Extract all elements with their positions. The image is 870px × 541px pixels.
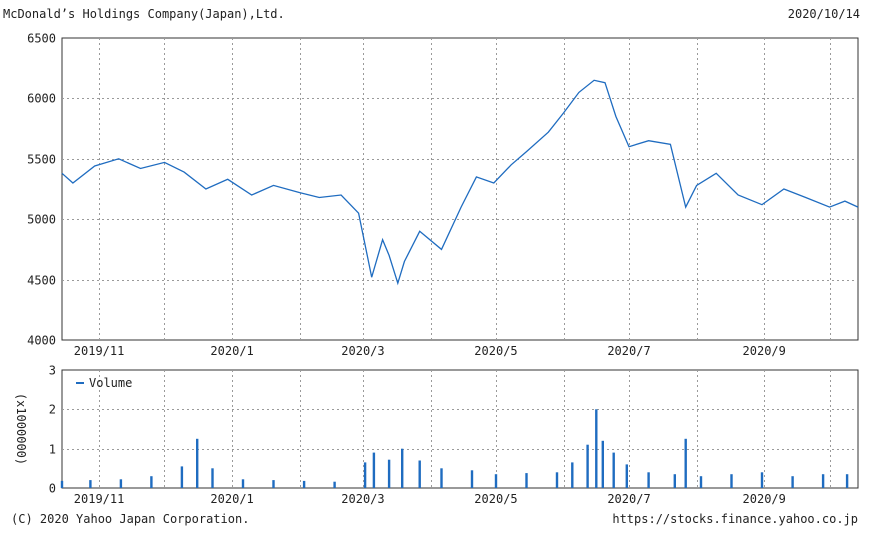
price-xtick-label: 2020/7: [607, 344, 650, 358]
volume-ytick-label: 1: [49, 443, 56, 457]
legend-label: Volume: [89, 376, 132, 390]
volume-bar: [595, 409, 598, 488]
volume-bar: [730, 474, 733, 488]
volume-bar: [401, 448, 404, 488]
price-line: [61, 79, 859, 286]
volume-bar: [418, 460, 421, 488]
volume-bar: [586, 444, 589, 488]
source-link[interactable]: https://stocks.finance.yahoo.co.jp: [612, 512, 858, 526]
volume-xtick-label: 2020/3: [341, 492, 384, 506]
volume-bar: [525, 473, 528, 488]
volume-bar: [180, 466, 184, 488]
volume-bar: [612, 452, 615, 488]
price-xtick-label: 2020/3: [341, 344, 384, 358]
volume-bar: [302, 480, 306, 488]
company-title: McDonald’s Holdings Company(Japan),Ltd.: [3, 7, 285, 21]
volume-bar: [571, 462, 574, 488]
volume-bar: [625, 464, 628, 488]
price-ytick-label: 5000: [27, 213, 56, 227]
price-ytick-label: 6000: [27, 92, 56, 106]
price-frame: [61, 37, 859, 341]
volume-ytick-label: 2: [49, 403, 56, 417]
volume-bar: [60, 480, 64, 488]
volume-bar: [363, 462, 367, 488]
volume-xtick-label: 2020/5: [474, 492, 517, 506]
volume-bar: [791, 476, 794, 488]
volume-bar: [684, 438, 687, 488]
volume-bar: [760, 472, 764, 488]
volume-xtick-label: 2020/9: [743, 492, 786, 506]
volume-frame: [61, 369, 859, 489]
volume-bar: [89, 480, 92, 488]
volume-bar: [333, 481, 336, 488]
price-xtick-label: 2020/5: [474, 344, 517, 358]
volume-xtick-label: 2019/11: [74, 492, 125, 506]
volume-bar: [494, 474, 498, 488]
volume-xtick-label: 2020/1: [210, 492, 253, 506]
volume-ylabel: (x1000000): [14, 393, 28, 465]
volume-panel: 0 1 2 3 2019/11 2020/1 2020/3 2020/5 2020/7 2020/…: [14, 364, 859, 506]
price-ytick-label: 4500: [27, 274, 56, 288]
volume-ytick-label: 0: [49, 482, 56, 496]
price-ytick-label: 6500: [27, 32, 56, 46]
volume-bar: [699, 476, 703, 488]
volume-bar: [821, 474, 825, 488]
volume-bar: [119, 479, 123, 488]
volume-bar: [196, 438, 199, 488]
volume-bar: [555, 472, 559, 488]
price-xtick-label: 2019/11: [74, 344, 125, 358]
volume-bar: [211, 468, 214, 488]
volume-bar: [272, 480, 275, 488]
chart-date: 2020/10/14: [787, 7, 860, 21]
volume-bar: [601, 440, 604, 488]
price-xtick-label: 2020/1: [210, 344, 253, 358]
price-xtick-label: 2020/9: [743, 344, 786, 358]
price-ytick-label: 4000: [27, 334, 56, 348]
volume-xtick-label: 2020/7: [607, 492, 650, 506]
volume-bar: [387, 459, 391, 488]
price-ytick-label: 5500: [27, 153, 56, 167]
volume-bar: [440, 468, 443, 488]
volume-bar: [372, 452, 376, 488]
volume-bar: [673, 474, 676, 488]
volume-bar: [470, 470, 474, 488]
volume-bar: [150, 476, 153, 488]
price-panel: 4000 4500 5000 5500 6000 6500 2019/11 2020/1 202…: [27, 32, 859, 358]
volume-bar: [241, 479, 245, 488]
copyright-text: (C) 2020 Yahoo Japan Corporation.: [11, 512, 250, 526]
volume-ytick-label: 3: [49, 364, 56, 378]
volume-bar: [845, 474, 849, 488]
volume-bar: [647, 472, 650, 488]
